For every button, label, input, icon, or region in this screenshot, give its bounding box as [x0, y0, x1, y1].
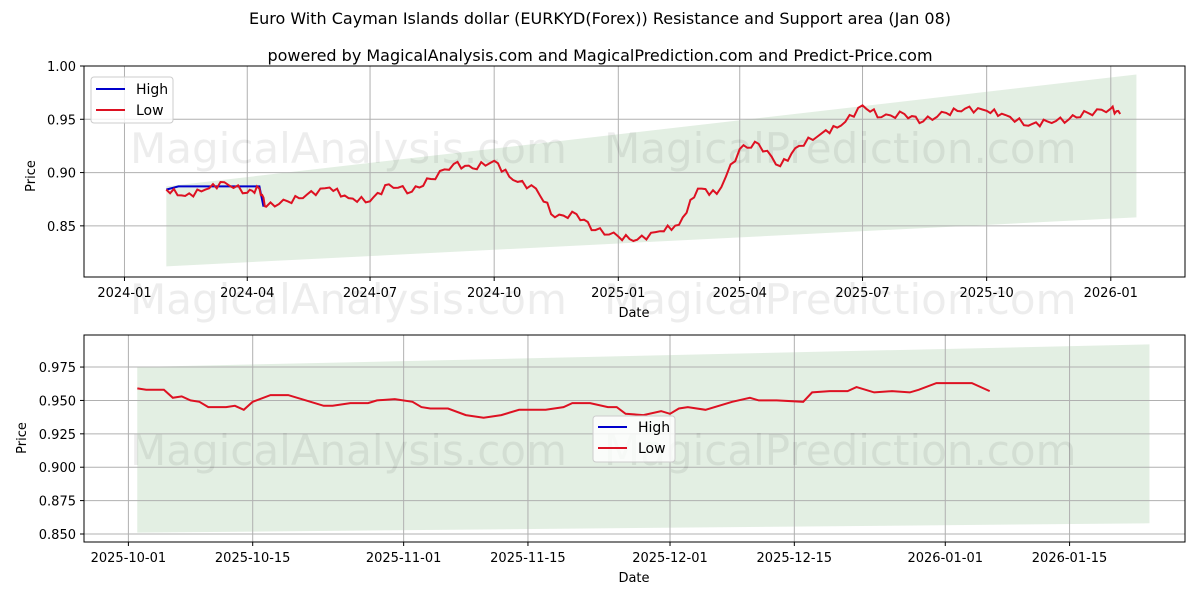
- watermark: MagicalAnalysis.com MagicalPrediction.co…: [130, 124, 1077, 324]
- legend-high-label: High: [136, 82, 168, 98]
- svg-text:2025-10-01: 2025-10-01: [91, 551, 167, 566]
- axis-ticks: 2024-01 2024-04 2024-07 2024-10 2025-01 2025-…: [47, 60, 1138, 301]
- svg-text:2025-12-01: 2025-12-01: [632, 551, 708, 566]
- svg-text:0.925: 0.925: [39, 428, 76, 443]
- watermark-text: MagicalAnalysis.com: [130, 275, 567, 324]
- svg-text:2026-01: 2026-01: [1084, 286, 1138, 301]
- support-resistance-band: [166, 74, 1137, 267]
- y-axis-label: Price: [15, 422, 30, 454]
- plot-frame: [83, 334, 1186, 543]
- svg-text:2025-07: 2025-07: [835, 286, 889, 301]
- watermark-text: MagicalAnalysis.com: [130, 426, 567, 475]
- svg-text:2025-10: 2025-10: [959, 286, 1013, 301]
- svg-text:0.90: 0.90: [47, 167, 76, 182]
- axis-ticks: 2025-10-01 2025-10-15 2025-11-01 2025-11-15…: [39, 361, 1108, 566]
- low-price-line: [137, 382, 991, 419]
- watermark-text: MagicalPrediction.com: [604, 124, 1077, 173]
- watermark-text: MagicalAnalysis.com: [130, 124, 567, 173]
- svg-text:0.975: 0.975: [39, 361, 76, 376]
- watermark-text: MagicalPrediction.com: [604, 426, 1077, 475]
- legend: High Low: [592, 415, 676, 463]
- grid-lines: [84, 335, 1185, 542]
- svg-text:2025-12-15: 2025-12-15: [757, 551, 833, 566]
- svg-text:0.95: 0.95: [47, 113, 76, 128]
- svg-text:2025-04: 2025-04: [713, 286, 767, 301]
- svg-text:0.900: 0.900: [39, 461, 76, 476]
- svg-text:1.00: 1.00: [47, 60, 76, 75]
- top-chart: MagicalAnalysis.com MagicalPrediction.co…: [24, 60, 1186, 324]
- chart-subtitle: powered by MagicalAnalysis.com and Magic…: [267, 46, 933, 65]
- svg-text:2024-01: 2024-01: [97, 286, 151, 301]
- x-axis-label: Date: [618, 571, 649, 586]
- svg-text:2024-10: 2024-10: [467, 286, 521, 301]
- svg-text:0.85: 0.85: [47, 220, 76, 235]
- svg-text:2025-11-15: 2025-11-15: [490, 551, 566, 566]
- svg-text:2026-01-15: 2026-01-15: [1032, 551, 1108, 566]
- svg-text:0.875: 0.875: [39, 495, 76, 510]
- legend-low-label: Low: [136, 103, 164, 119]
- watermark-text: MagicalPrediction.com: [604, 275, 1077, 324]
- legend: High Low: [90, 76, 174, 124]
- legend-high-label: High: [638, 420, 670, 436]
- plot-frame: [83, 65, 1186, 278]
- bottom-chart: MagicalAnalysis.com MagicalPrediction.co…: [15, 334, 1186, 586]
- legend-low-label: Low: [638, 441, 666, 457]
- svg-text:2024-07: 2024-07: [343, 286, 397, 301]
- chart-title: Euro With Cayman Islands dollar (EURKYD(…: [248, 9, 952, 28]
- svg-text:2025-10-15: 2025-10-15: [215, 551, 291, 566]
- svg-text:2025-01: 2025-01: [591, 286, 645, 301]
- svg-text:0.950: 0.950: [39, 394, 76, 409]
- watermark: MagicalAnalysis.com MagicalPrediction.co…: [130, 426, 1077, 475]
- svg-text:2025-11-01: 2025-11-01: [366, 551, 442, 566]
- y-axis-label: Price: [24, 160, 39, 192]
- x-axis-label: Date: [618, 306, 649, 321]
- svg-text:2024-04: 2024-04: [220, 286, 274, 301]
- low-price-line: [165, 104, 1122, 243]
- svg-text:2026-01-01: 2026-01-01: [907, 551, 983, 566]
- svg-text:0.850: 0.850: [39, 528, 76, 543]
